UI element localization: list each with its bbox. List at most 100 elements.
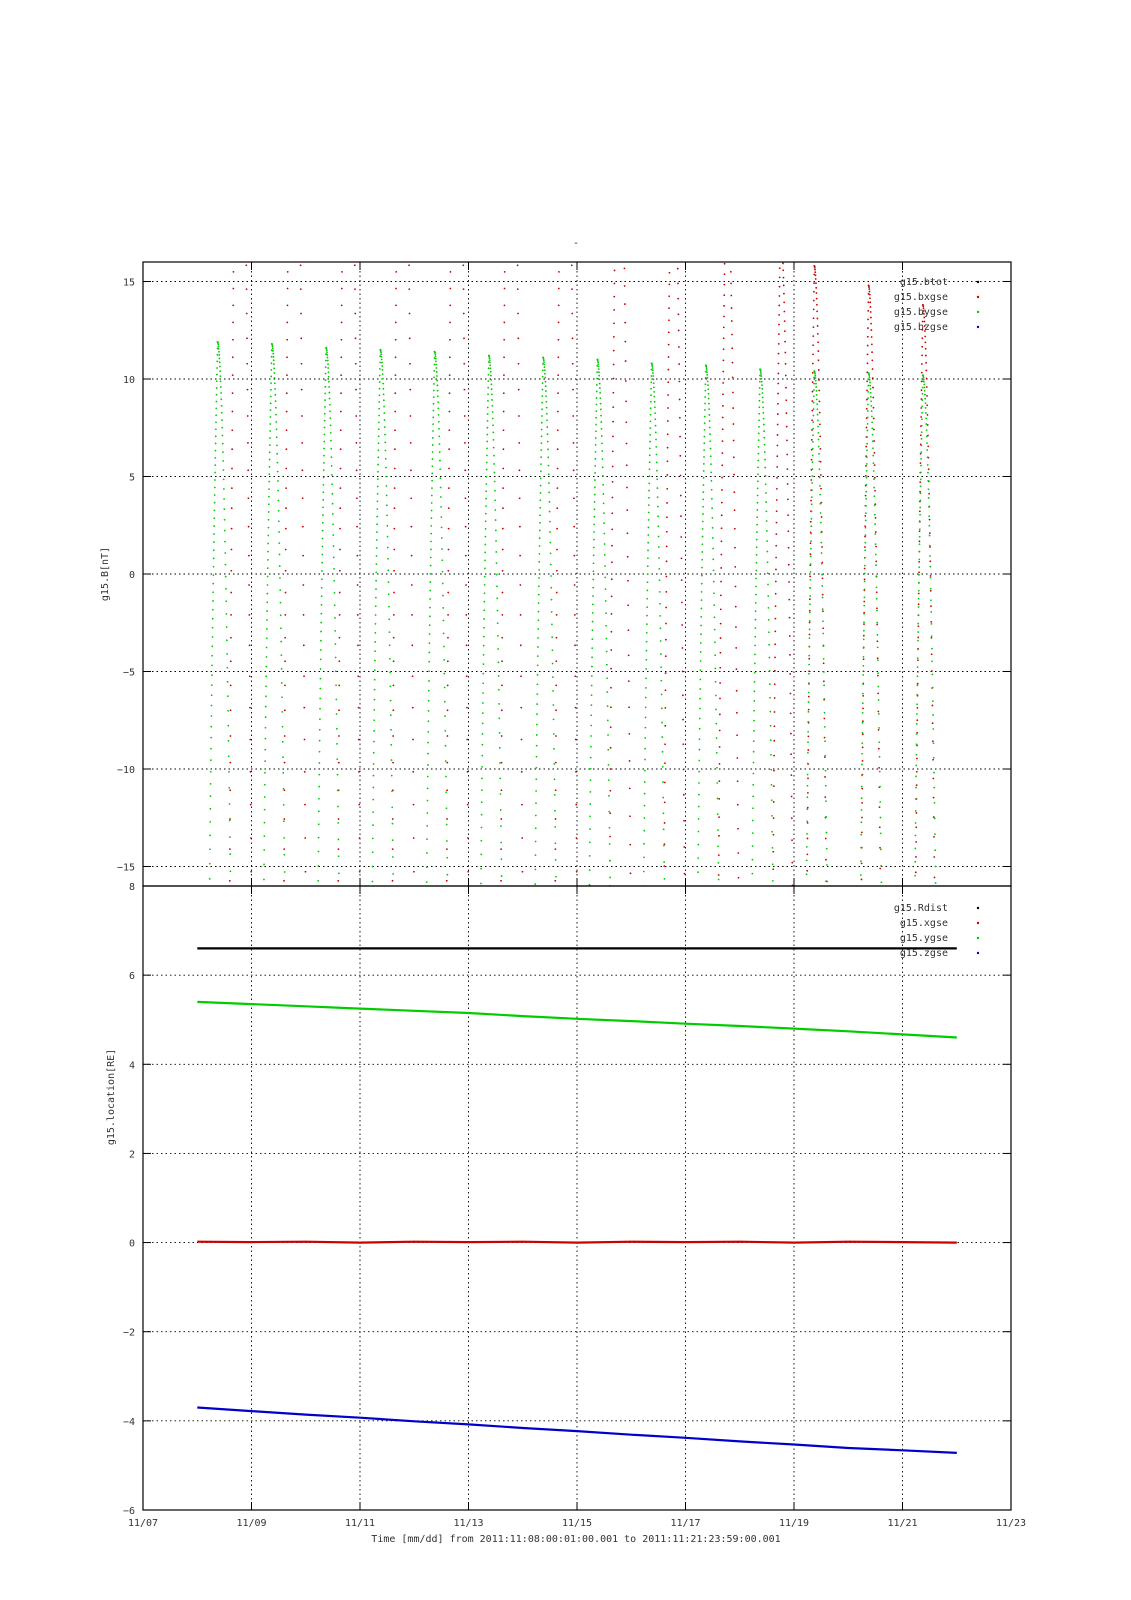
data-point <box>927 506 930 508</box>
data-point <box>501 684 503 687</box>
data-point <box>538 529 541 532</box>
data-point <box>215 380 218 383</box>
data-point <box>816 303 818 306</box>
data-point <box>483 575 486 578</box>
data-point <box>657 546 660 548</box>
data-point <box>594 450 597 453</box>
data-point <box>324 399 326 402</box>
data-point <box>697 871 699 874</box>
data-point <box>208 877 211 880</box>
data-point <box>643 769 646 772</box>
data-point <box>519 584 522 586</box>
data-point <box>677 297 680 300</box>
data-point <box>283 709 286 712</box>
data-point <box>811 482 814 484</box>
data-point <box>921 328 924 331</box>
data-point <box>667 368 670 371</box>
data-point <box>820 487 822 490</box>
data-point <box>486 406 489 409</box>
data-point <box>520 770 523 773</box>
data-point <box>611 528 614 531</box>
data-point <box>806 806 809 809</box>
data-point <box>878 806 881 808</box>
data-point <box>807 749 810 751</box>
data-point <box>816 325 819 327</box>
data-point <box>265 646 268 649</box>
data-point <box>773 711 776 713</box>
data-point <box>924 335 927 338</box>
data-point <box>702 470 705 472</box>
data-point <box>869 381 871 384</box>
data-point <box>487 399 489 402</box>
data-point <box>877 672 880 675</box>
data-point <box>666 502 668 504</box>
data-point <box>387 569 390 572</box>
data-point <box>503 321 506 324</box>
data-point <box>734 585 737 588</box>
data-point <box>709 455 712 458</box>
data-point <box>776 455 779 458</box>
data-point <box>711 516 714 519</box>
data-point <box>812 326 815 329</box>
data-point <box>610 667 612 670</box>
data-point <box>810 525 813 528</box>
data-point <box>711 507 714 510</box>
data-point <box>429 581 432 583</box>
data-point <box>777 352 780 355</box>
data-point <box>868 290 871 293</box>
data-point <box>920 457 923 460</box>
data-point <box>331 474 333 476</box>
data-point <box>920 407 923 409</box>
data-point <box>213 486 216 489</box>
data-point <box>654 424 657 427</box>
data-point <box>719 622 722 625</box>
data-point <box>209 770 212 773</box>
data-point <box>878 770 881 773</box>
data-point <box>863 621 865 624</box>
data-point <box>817 350 820 352</box>
data-point <box>437 413 440 416</box>
data-point <box>930 622 933 625</box>
data-point <box>627 604 630 607</box>
data-point <box>646 573 649 576</box>
data-point <box>544 372 546 375</box>
data-point <box>924 347 927 350</box>
data-point <box>218 357 221 360</box>
data-point <box>284 569 287 572</box>
data-point <box>720 567 723 569</box>
data-point <box>867 327 869 329</box>
data-point <box>667 381 670 384</box>
data-point <box>753 719 755 722</box>
data-point <box>707 397 710 400</box>
data-point <box>323 440 326 443</box>
data-point <box>489 367 492 370</box>
data-point <box>732 391 734 394</box>
data-point <box>229 684 232 687</box>
data-point <box>503 356 505 359</box>
data-point <box>697 857 700 860</box>
data-point <box>608 794 610 797</box>
data-point <box>501 591 504 594</box>
data-point <box>649 413 652 416</box>
data-point <box>765 492 767 494</box>
data-point <box>812 308 815 311</box>
data-point <box>593 508 596 511</box>
data-point <box>875 591 878 594</box>
data-point <box>723 283 726 286</box>
data-point <box>442 594 444 597</box>
data-point <box>821 573 823 576</box>
data-point <box>375 588 377 591</box>
data-point <box>822 680 825 683</box>
data-point <box>336 773 339 776</box>
data-point <box>700 582 703 585</box>
data-point <box>775 499 778 501</box>
data-point <box>372 751 375 754</box>
top-y-tick-label: 5 <box>129 473 135 484</box>
data-point <box>215 407 218 410</box>
data-point <box>717 878 720 881</box>
data-point <box>914 847 917 850</box>
data-point <box>463 362 466 365</box>
data-point <box>821 577 824 580</box>
data-point <box>589 756 592 759</box>
